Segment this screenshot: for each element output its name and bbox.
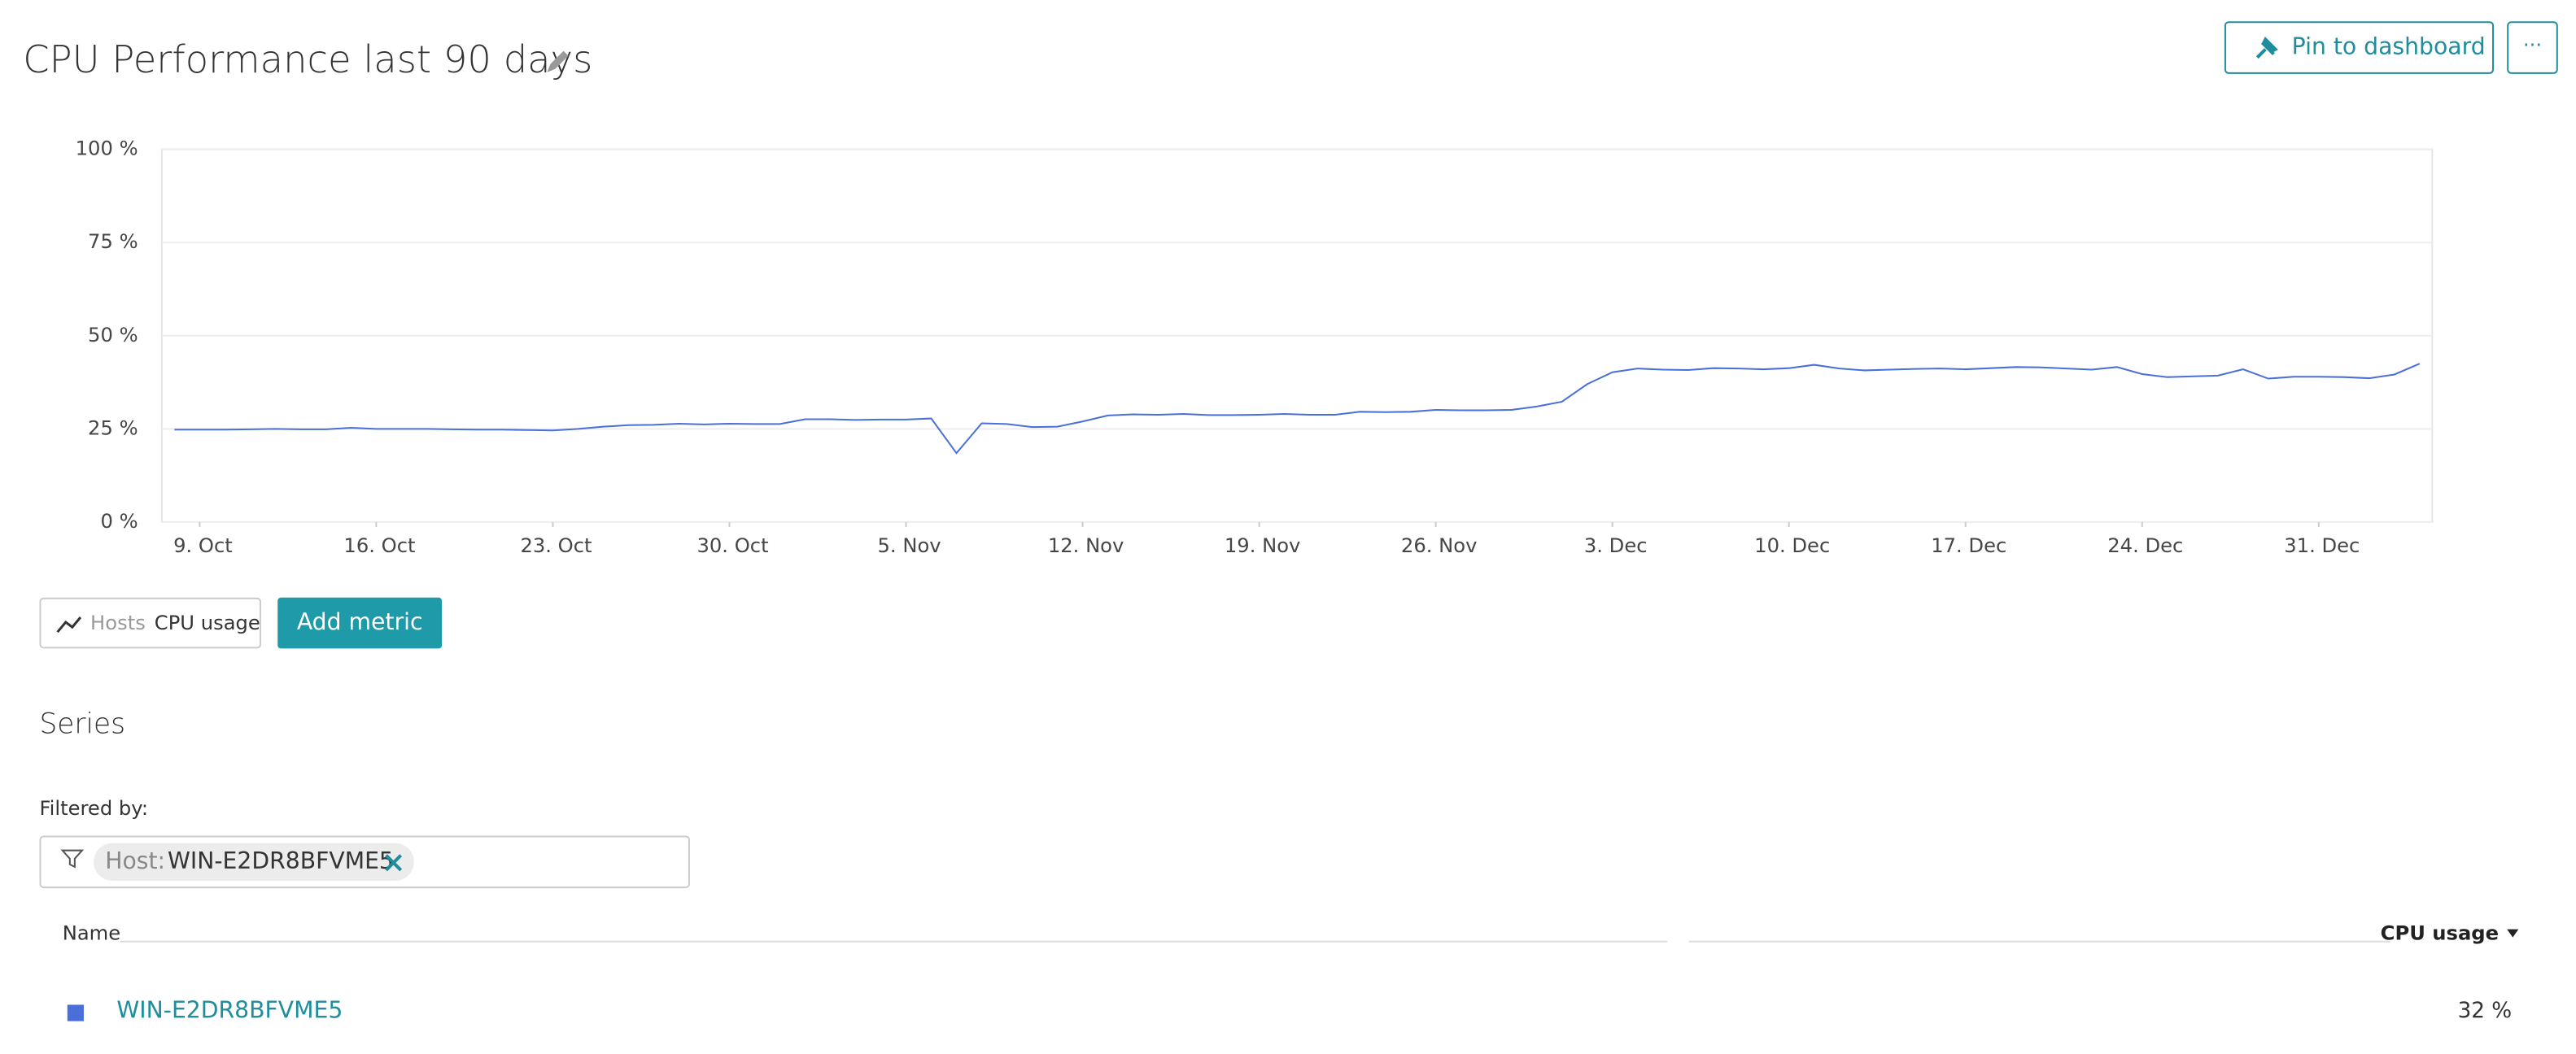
column-header[interactable]: Name xyxy=(63,922,120,945)
add-metric-button[interactable] xyxy=(277,597,443,649)
column-header[interactable]: CPU usage xyxy=(2381,922,2499,945)
x-tick-label: 12. Nov xyxy=(1048,534,1124,557)
x-tick-label: 19. Nov xyxy=(1225,534,1300,557)
series-swatch xyxy=(67,1004,84,1021)
x-tick-label: 24. Dec xyxy=(2107,534,2183,557)
metric-entity: Hosts xyxy=(90,612,146,634)
sort-arrow xyxy=(2507,929,2519,938)
metric-chip[interactable] xyxy=(39,597,262,649)
x-tick-label: 17. Dec xyxy=(1931,534,2006,557)
x-tick-label: 23. Oct xyxy=(520,534,592,557)
filter-chip xyxy=(94,843,414,882)
series-line xyxy=(174,363,2421,455)
add-metric-label[interactable]: Add metric xyxy=(297,608,423,635)
filter-remove[interactable] xyxy=(385,854,403,872)
filter-key: Host: xyxy=(105,847,165,874)
pin-button[interactable] xyxy=(2224,21,2495,74)
y-tick-label: 100 % xyxy=(76,137,138,160)
chart: 0 % 25 % 50 % 75 % 100 % 9. Oct 16. Oct 23. Oct… xyxy=(76,137,2434,557)
y-tick-label: 50 % xyxy=(88,324,138,346)
x-tick-label: 10. Dec xyxy=(1754,534,1830,557)
pin-button-label[interactable]: Pin to dashboard xyxy=(2292,33,2486,60)
y-tick-label: 0 % xyxy=(100,510,138,533)
series-title: Series xyxy=(39,708,125,741)
x-tick-label: 5. Nov xyxy=(878,534,941,557)
x-tick-label: 30. Oct xyxy=(696,534,768,557)
filter-icon xyxy=(60,849,85,869)
row-value: 32 % xyxy=(2458,999,2513,1023)
x-tick-label: 9. Oct xyxy=(173,534,233,557)
page-title: CPU Performance last 90 days xyxy=(23,37,592,81)
filter-value: WIN-E2DR8BFVME5 xyxy=(168,847,394,874)
pin-icon xyxy=(2255,37,2278,59)
x-tick-label: 16. Oct xyxy=(343,534,415,557)
more-button-label[interactable]: ··· xyxy=(2523,34,2542,57)
x-tick-label: 26. Nov xyxy=(1401,534,1477,557)
y-tick-label: 75 % xyxy=(88,230,138,253)
x-tick-label: 31. Dec xyxy=(2284,534,2360,557)
y-tick-label: 25 % xyxy=(88,416,138,439)
metric-name: CPU usage xyxy=(155,612,260,634)
filter-label: Filtered by: xyxy=(39,797,148,820)
x-tick-label: 3. Dec xyxy=(1584,534,1648,557)
line-icon xyxy=(56,616,82,634)
row-name[interactable]: WIN-E2DR8BFVME5 xyxy=(116,997,343,1024)
edit-icon[interactable] xyxy=(547,50,569,72)
more-button[interactable] xyxy=(2507,21,2558,74)
